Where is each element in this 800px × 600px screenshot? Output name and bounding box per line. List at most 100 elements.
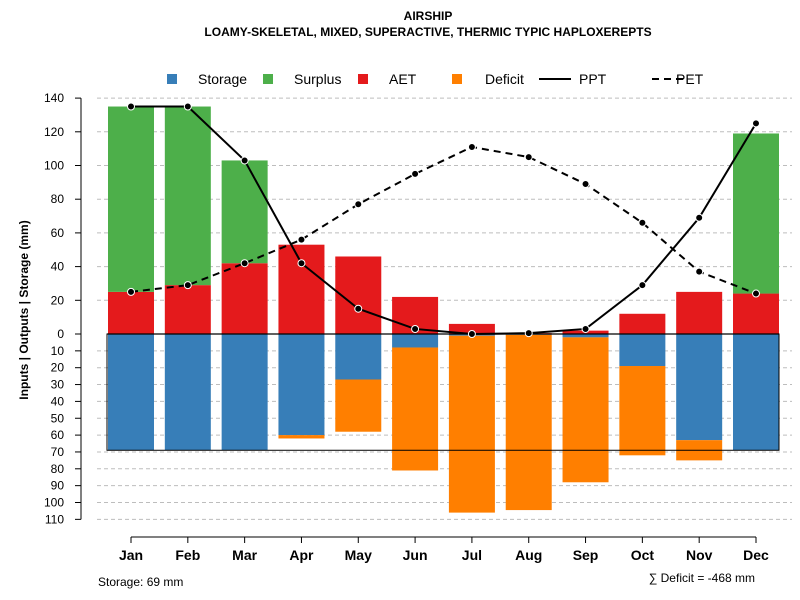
surplus-bar: [221, 160, 268, 264]
ppt-point: [638, 281, 647, 290]
deficit-bar: [448, 335, 495, 513]
deficit-bar: [335, 379, 382, 432]
pet-point: [240, 259, 249, 268]
ppt-point: [354, 304, 363, 313]
storage-bar: [619, 334, 666, 367]
ppt-point: [524, 329, 533, 338]
storage-bar: [108, 334, 154, 451]
deficit-footer: ∑ Deficit = -468 mm: [649, 571, 755, 585]
aet-bar: [448, 323, 495, 334]
ppt-point: [240, 156, 249, 165]
gridlines: [97, 97, 792, 520]
x-tick-label-oct: Oct: [631, 547, 655, 563]
deficit-bar: [619, 366, 666, 456]
y-tick-label: 40: [51, 394, 65, 408]
ppt-point: [695, 213, 704, 222]
legend-label-storage: Storage: [198, 71, 247, 87]
deficit-bar: [562, 337, 609, 483]
legend-swatch-surplus: [263, 74, 273, 84]
x-tick-label-jun: Jun: [403, 547, 428, 563]
legend-label-aet: AET: [389, 71, 417, 87]
ppt-line: [131, 105, 757, 336]
surplus-bar: [164, 106, 211, 286]
aet-bar: [164, 285, 211, 334]
ppt-point: [752, 119, 760, 128]
legend-swatch-deficit: [452, 74, 462, 84]
x-tick-label-mar: Mar: [232, 547, 257, 563]
deficit-bar: [278, 435, 325, 439]
legend-label-pet: PET: [676, 71, 704, 87]
y-tick-label: 120: [44, 125, 64, 139]
y-tick-label: 20: [51, 361, 65, 375]
ppt-point: [411, 324, 420, 333]
pet-point: [354, 200, 363, 209]
ppt-point: [183, 102, 192, 111]
storage-bar: [676, 334, 723, 441]
ppt-point: [127, 102, 135, 111]
x-tick-label-sep: Sep: [573, 547, 599, 563]
chart-subtitle: LOAMY-SKELETAL, MIXED, SUPERACTIVE, THER…: [204, 25, 651, 39]
y-tick-label: 40: [51, 260, 65, 274]
storage-bar: [562, 334, 609, 338]
y-tick-label: 70: [51, 445, 65, 459]
y-tick-label: 80: [51, 192, 65, 206]
storage-bar: [221, 334, 268, 451]
pet-point: [638, 218, 647, 227]
aet-bar: [619, 313, 666, 334]
legend-label-deficit: Deficit: [485, 71, 524, 87]
ppt-point: [297, 259, 306, 268]
y-tick-label: 0: [57, 327, 64, 341]
y-tick-label: 60: [51, 428, 65, 442]
aet-bar: [108, 291, 154, 334]
x-tick-label-feb: Feb: [175, 547, 200, 563]
legend-label-ppt: PPT: [579, 71, 607, 87]
y-tick-label: 80: [51, 462, 65, 476]
y-tick-label: 100: [44, 159, 64, 173]
deficit-bar: [392, 347, 439, 471]
axes: 0 20 40 60 80 100 120 140 10 20 30 40 50 60 70 80 90 100 1…: [44, 91, 769, 563]
pet-point: [467, 142, 476, 151]
pet-point: [297, 235, 306, 244]
aet-bar: [733, 293, 779, 334]
x-tick-label-nov: Nov: [686, 547, 713, 563]
y-tick-label: 110: [45, 512, 64, 526]
y-tick-label: 50: [51, 411, 65, 425]
y-tick-label: 30: [51, 378, 65, 392]
storage-bar: [335, 334, 382, 380]
x-tick-label-jul: Jul: [462, 547, 482, 563]
surplus-bar: [733, 133, 779, 294]
aet-bar: [676, 291, 723, 334]
y-tick-label: 100: [44, 496, 64, 510]
pet-point: [581, 180, 590, 189]
pet-point: [695, 267, 704, 276]
storage-bar: [733, 334, 779, 451]
x-tick-label-dec: Dec: [743, 547, 769, 563]
legend: Storage Surplus AET Deficit PPT PET: [167, 71, 704, 87]
ppt-point: [581, 324, 590, 333]
aet-bar: [278, 244, 325, 334]
pet-point: [752, 289, 760, 298]
pet-point: [127, 287, 135, 296]
y-axis-label: Inputs | Outputs | Storage (mm): [17, 220, 31, 399]
bars: [108, 106, 779, 513]
pet-point: [411, 169, 420, 178]
x-tick-label-apr: Apr: [289, 547, 314, 563]
storage-footer: Storage: 69 mm: [98, 575, 183, 589]
legend-swatch-storage: [167, 74, 177, 84]
pet-line: [130, 145, 757, 295]
x-tick-label-may: May: [345, 547, 372, 563]
storage-bar: [278, 334, 325, 436]
legend-swatch-aet: [358, 74, 368, 84]
x-tick-label-aug: Aug: [515, 547, 542, 563]
y-tick-label: 10: [51, 344, 65, 358]
x-tick-label-jan: Jan: [119, 547, 143, 563]
pet-point: [524, 153, 533, 162]
storage-frame: [106, 333, 780, 451]
ppt-point: [467, 330, 476, 338]
y-tick-label: 140: [44, 91, 64, 105]
storage-bar: [392, 334, 439, 348]
legend-label-surplus: Surplus: [294, 71, 341, 87]
y-tick-label: 90: [51, 479, 65, 493]
pet-point: [183, 281, 192, 290]
